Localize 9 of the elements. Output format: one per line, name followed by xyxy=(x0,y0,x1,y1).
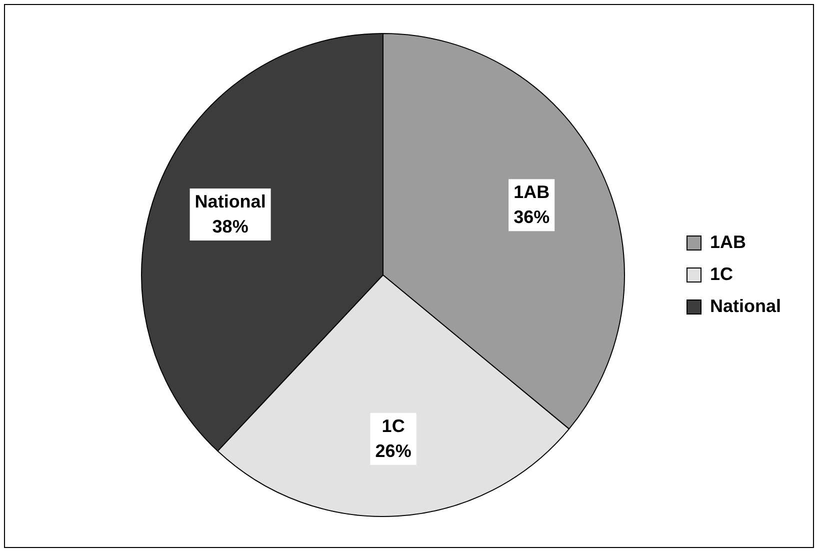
legend-label: 1AB xyxy=(710,232,746,252)
data-label: 38% xyxy=(212,216,248,237)
data-label: 36% xyxy=(514,207,550,228)
data-label: 26% xyxy=(375,440,412,461)
legend-label: 1C xyxy=(710,264,734,284)
slice-label: 1AB xyxy=(514,182,550,202)
slice-label: 1C xyxy=(382,416,405,436)
slice-label: National xyxy=(194,192,266,212)
legend-label: National xyxy=(710,296,782,316)
